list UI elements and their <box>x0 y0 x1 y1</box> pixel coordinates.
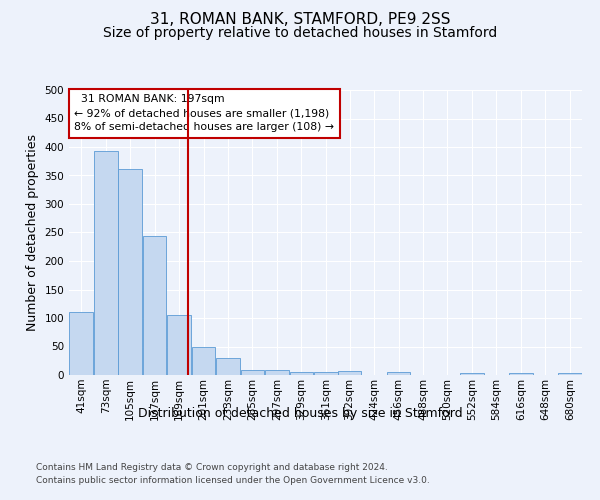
Bar <box>216 358 240 375</box>
Bar <box>290 372 313 375</box>
Bar <box>509 374 533 375</box>
Bar <box>314 372 338 375</box>
Bar <box>386 372 410 375</box>
Bar <box>70 312 93 375</box>
Text: Contains public sector information licensed under the Open Government Licence v3: Contains public sector information licen… <box>36 476 430 485</box>
Text: 31 ROMAN BANK: 197sqm
← 92% of detached houses are smaller (1,198)
8% of semi-de: 31 ROMAN BANK: 197sqm ← 92% of detached … <box>74 94 334 132</box>
Bar <box>167 315 191 375</box>
Bar <box>338 371 361 375</box>
Bar <box>118 168 142 375</box>
Bar <box>94 151 118 375</box>
Bar <box>241 370 265 375</box>
Bar <box>265 370 289 375</box>
Text: Contains HM Land Registry data © Crown copyright and database right 2024.: Contains HM Land Registry data © Crown c… <box>36 462 388 471</box>
Bar <box>558 374 581 375</box>
Y-axis label: Number of detached properties: Number of detached properties <box>26 134 39 331</box>
Text: Distribution of detached houses by size in Stamford: Distribution of detached houses by size … <box>137 408 463 420</box>
Bar <box>143 236 166 375</box>
Bar <box>192 346 215 375</box>
Bar <box>460 374 484 375</box>
Text: 31, ROMAN BANK, STAMFORD, PE9 2SS: 31, ROMAN BANK, STAMFORD, PE9 2SS <box>150 12 450 28</box>
Text: Size of property relative to detached houses in Stamford: Size of property relative to detached ho… <box>103 26 497 40</box>
